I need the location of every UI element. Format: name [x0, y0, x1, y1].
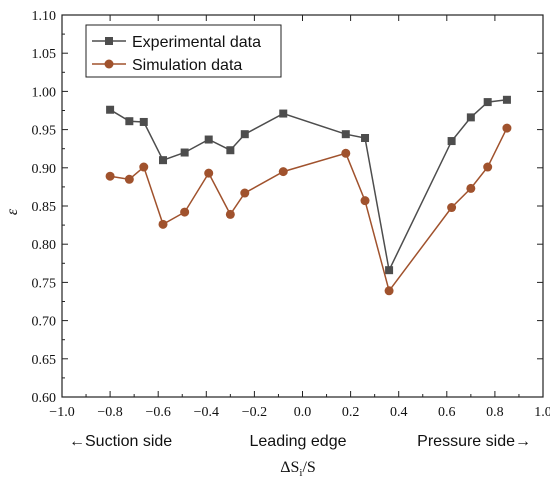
data-point-experimental — [341, 130, 350, 139]
legend-box — [85, 24, 282, 78]
x-tick-label: −0.4 — [194, 405, 219, 420]
y-tick-label: 0.85 — [32, 200, 57, 215]
data-point-experimental — [180, 148, 189, 157]
data-point-simulation — [124, 174, 134, 184]
data-point-simulation — [105, 171, 115, 181]
x-axis-label: ΔSi/S — [280, 459, 316, 479]
data-point-experimental — [139, 117, 148, 126]
series-line-simulation — [109, 127, 508, 293]
series-line-experimental — [109, 99, 507, 273]
data-point-experimental — [204, 135, 213, 144]
data-point-experimental — [361, 134, 370, 143]
data-point-experimental — [226, 146, 235, 155]
y-tick-label: 0.70 — [32, 315, 57, 330]
data-point-experimental — [106, 105, 115, 114]
data-point-experimental — [240, 130, 249, 139]
legend-label-experimental: Experimental data — [132, 34, 261, 51]
data-point-simulation — [483, 162, 493, 172]
data-point-experimental — [466, 113, 475, 122]
x-tick-label: 0.8 — [486, 405, 504, 420]
x-tick-label: −0.6 — [145, 405, 170, 420]
data-point-experimental — [125, 117, 134, 126]
data-point-simulation — [502, 123, 512, 133]
y-axis-label: ε — [4, 208, 21, 215]
x-tick-label: −1.0 — [49, 405, 74, 420]
x-tick-label: 1.0 — [534, 405, 550, 420]
y-tick-label: 1.05 — [32, 47, 57, 62]
annotation-suction-side: ←Suction side — [69, 433, 172, 450]
data-point-experimental — [483, 98, 492, 107]
data-point-simulation — [180, 207, 190, 217]
labels: ←Suction side Leading edge Pressure side… — [4, 208, 531, 479]
y-tick-label: 1.10 — [32, 9, 57, 24]
data-point-simulation — [225, 209, 235, 219]
y-tick-label: 0.95 — [32, 124, 57, 139]
x-tick-label: 0.6 — [438, 405, 456, 420]
x-tick-label: −0.8 — [97, 405, 122, 420]
data-point-experimental — [447, 137, 456, 146]
data-point-simulation — [341, 148, 351, 158]
data-point-simulation — [360, 196, 370, 206]
annotation-leading-edge: Leading edge — [250, 433, 347, 450]
data-point-simulation — [139, 162, 149, 172]
axes: −1.0 −0.8 −0.6 −0.4 −0.2 0.0 0.2 0.4 0.6 0.8 1.0 0.… — [32, 9, 550, 420]
data-point-simulation — [158, 219, 168, 229]
data-point-experimental — [159, 156, 168, 165]
x-tick-label: 0.2 — [342, 405, 360, 420]
y-tick-label: 0.75 — [32, 276, 57, 291]
legend-label-simulation: Simulation data — [132, 57, 242, 74]
legend-marker-experimental — [105, 37, 113, 45]
legend-marker-simulation — [104, 59, 114, 69]
y-tick-label: 0.65 — [32, 353, 57, 368]
data-point-simulation — [447, 203, 457, 213]
data-point-simulation — [384, 286, 394, 296]
data-point-experimental — [279, 109, 288, 118]
data-point-experimental — [502, 95, 511, 104]
series-layer — [105, 95, 512, 296]
x-tick-label: 0.4 — [390, 405, 408, 420]
data-point-simulation — [466, 183, 476, 193]
x-axis-label-tail: /S — [302, 459, 315, 476]
y-tick-label: 0.60 — [32, 391, 57, 406]
data-point-simulation — [240, 188, 250, 198]
x-axis-label-sub: i — [299, 467, 302, 479]
x-tick-label: −0.2 — [242, 405, 267, 420]
legend: Experimental data Simulation data — [85, 24, 282, 78]
y-tick-label: 1.00 — [32, 85, 57, 100]
y-tick-label: 0.90 — [32, 162, 57, 177]
data-point-experimental — [385, 266, 394, 275]
x-axis-label-main: ΔS — [280, 459, 299, 476]
x-tick-label: 0.0 — [294, 405, 312, 420]
annotation-pressure-side: Pressure side→ — [417, 433, 531, 450]
data-point-simulation — [204, 168, 214, 178]
data-point-simulation — [278, 167, 288, 177]
y-tick-label: 0.80 — [32, 238, 57, 253]
